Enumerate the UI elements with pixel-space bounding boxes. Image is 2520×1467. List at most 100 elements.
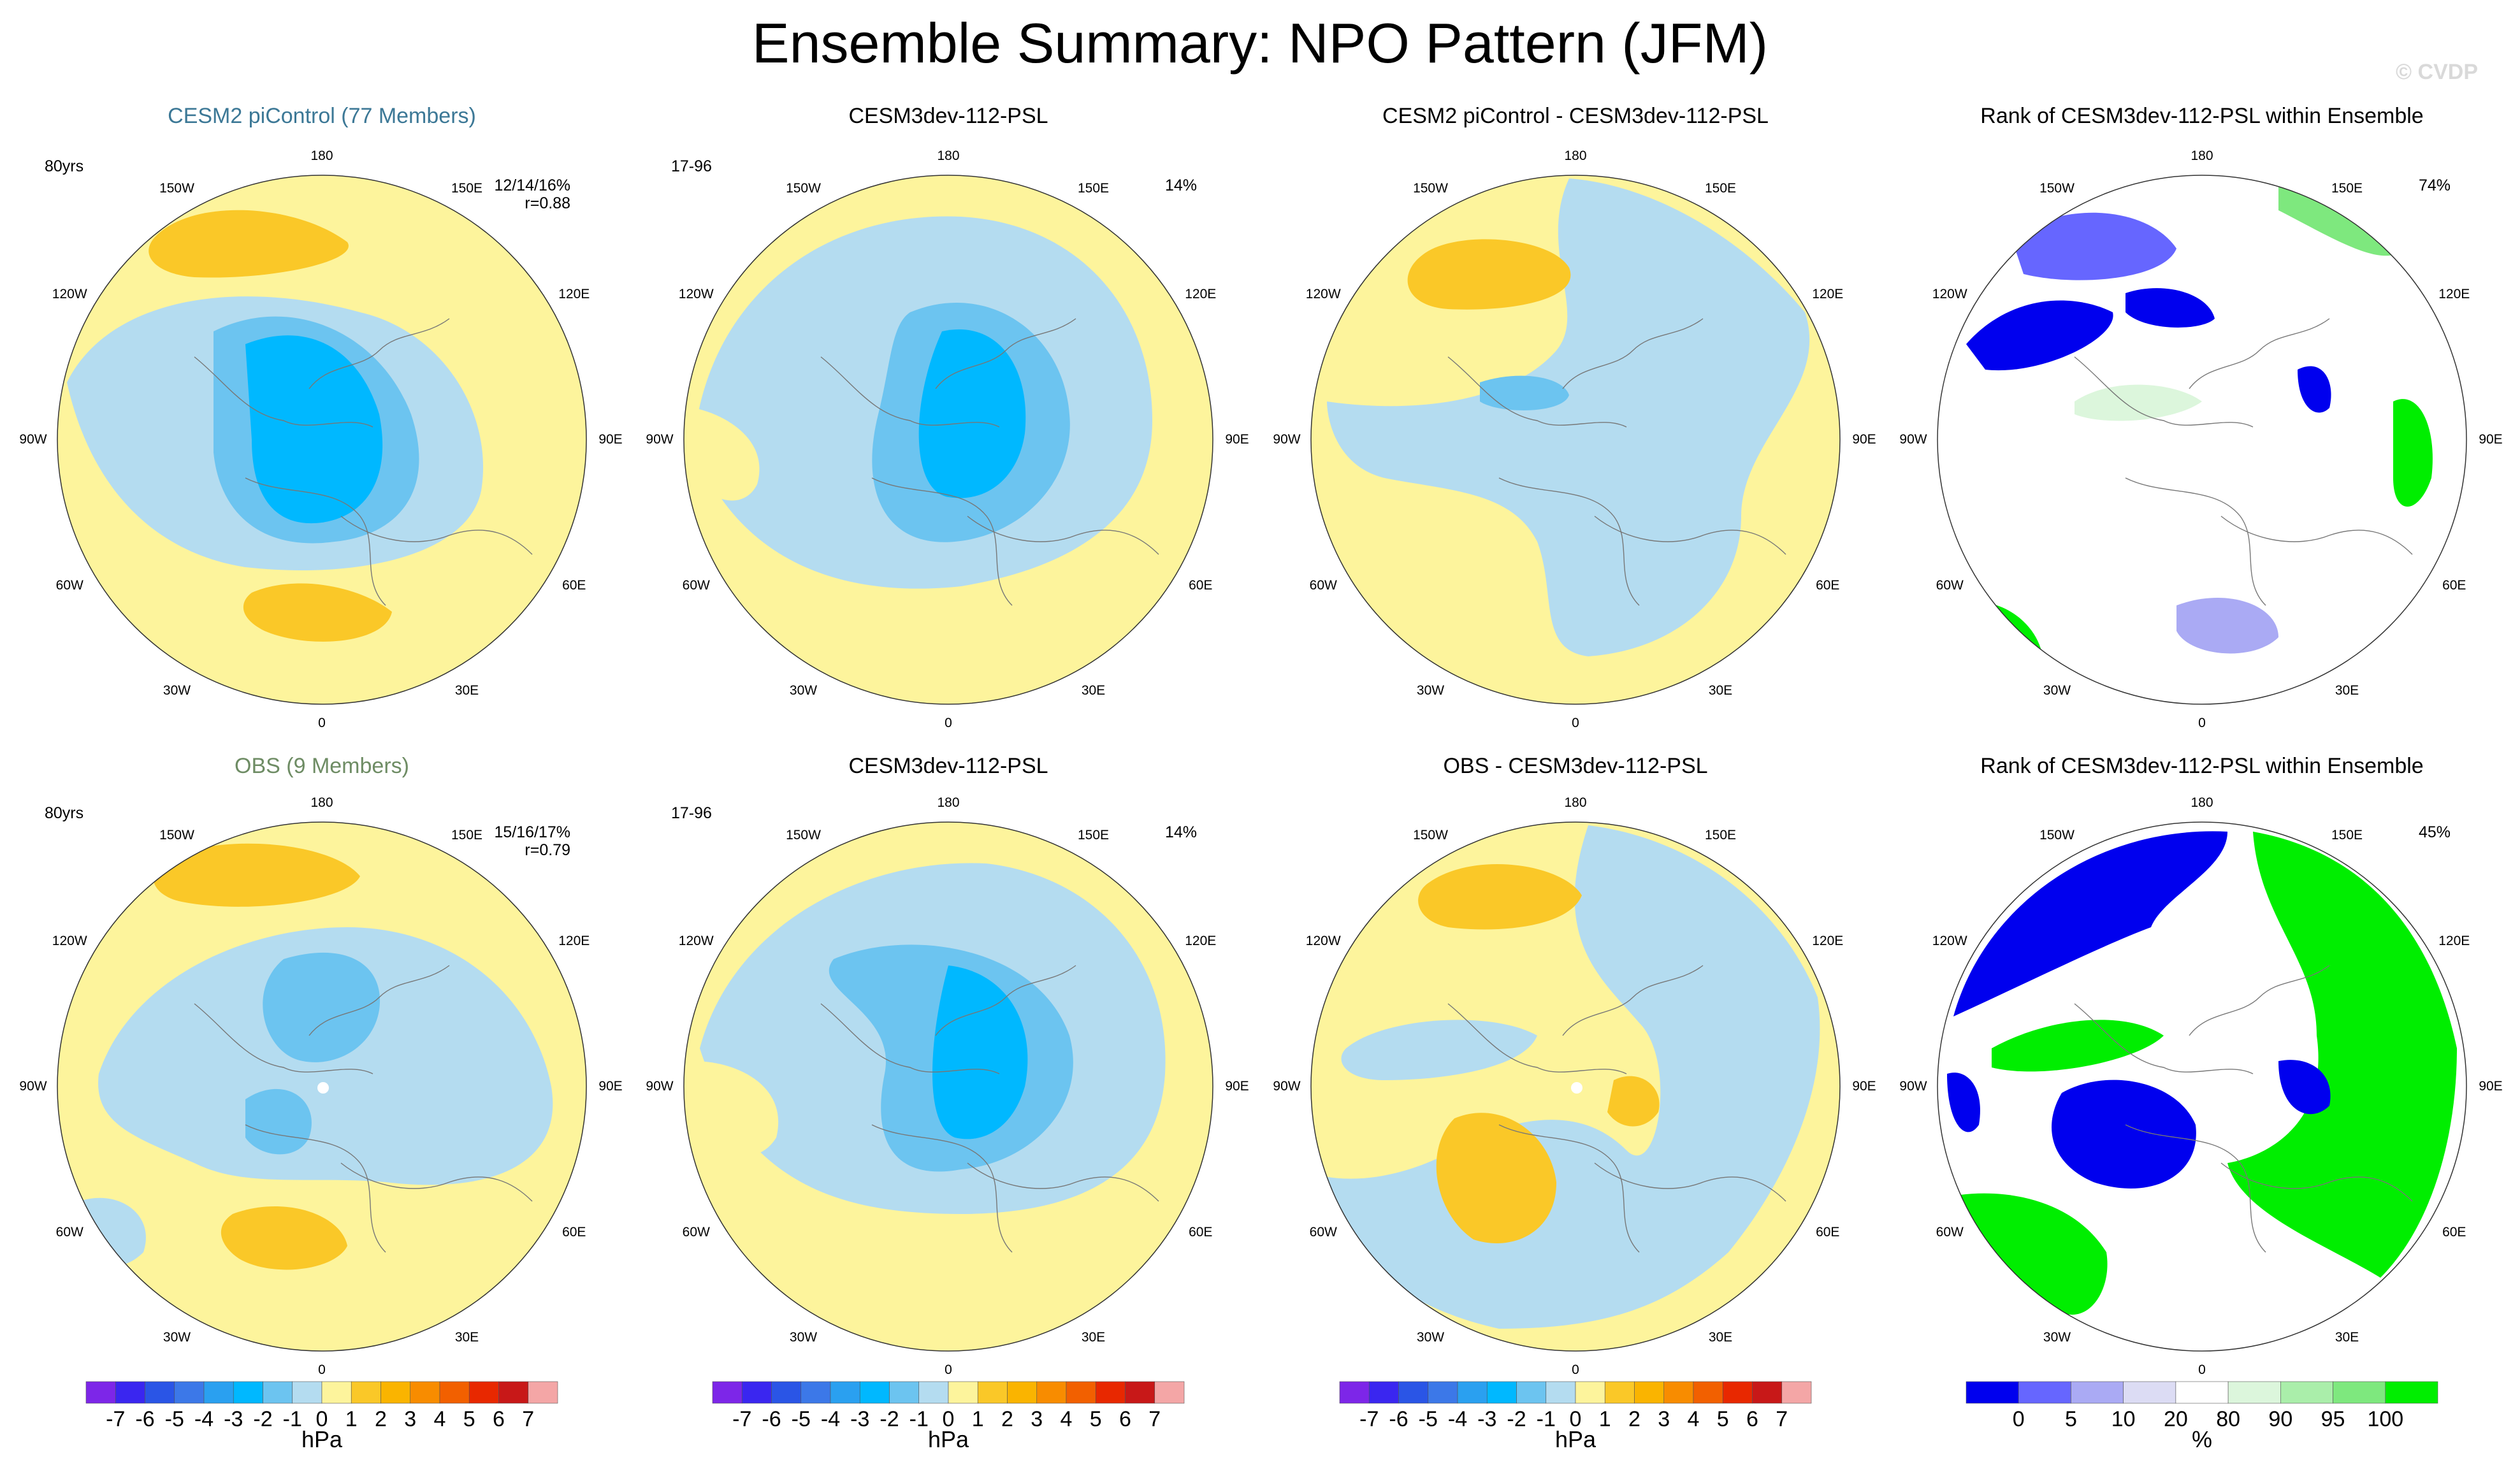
positive-region <box>1418 864 1582 930</box>
longitude-label: 0 <box>945 716 952 730</box>
polar-map <box>1310 821 1841 1352</box>
colorbar-swatch <box>859 1381 890 1404</box>
coastline <box>871 1124 1013 1253</box>
map-border <box>683 175 1213 705</box>
longitude-label: 30E <box>2335 1330 2359 1345</box>
coastline <box>1498 1124 1640 1253</box>
longitude-label: 90E <box>2479 1079 2503 1094</box>
colorbar-tick-label: -5 <box>1419 1407 1438 1431</box>
colorbar-swatch <box>830 1381 860 1404</box>
longitude-label: 90W <box>646 432 674 447</box>
coastline <box>1447 356 1627 428</box>
colorbar-swatch <box>948 1381 978 1404</box>
colorbar-swatch <box>1663 1381 1694 1404</box>
coastline <box>967 1162 1159 1202</box>
percent-label: 74% <box>2418 177 2451 194</box>
longitude-label: 0 <box>1572 1362 1579 1377</box>
years-label: 80yrs <box>45 157 84 175</box>
longitude-label: 60E <box>1189 577 1213 593</box>
coastline <box>820 1003 1000 1074</box>
longitude-label: 30E <box>1708 683 1733 698</box>
map-border <box>57 175 587 705</box>
coastline <box>1594 1162 1786 1202</box>
colorbar-swatch <box>1781 1381 1812 1404</box>
longitude-label: 30E <box>1081 1330 1106 1345</box>
negative-region <box>1480 375 1569 410</box>
colorbar-tick-label: 7 <box>1148 1407 1161 1431</box>
colorbar-tick-label: 6 <box>1746 1407 1758 1431</box>
longitude-label: 180 <box>310 148 333 163</box>
rank-low <box>2176 598 2278 654</box>
colorbar-tick-label: 2 <box>1001 1407 1013 1431</box>
longitude-label: 90E <box>1225 1079 1249 1094</box>
colorbar-tick-label: -4 <box>1448 1407 1467 1431</box>
colorbar-swatch <box>292 1381 322 1404</box>
colorbar-tick-label: -1 <box>283 1407 302 1431</box>
longitude-label: 60W <box>682 1224 710 1239</box>
colorbar-tick-label: -5 <box>792 1407 811 1431</box>
negative-region <box>1341 1020 1537 1080</box>
coastline <box>194 1003 373 1074</box>
map-border <box>683 821 1213 1352</box>
longitude-label: 60E <box>2442 577 2466 593</box>
longitude-label: 30E <box>1081 683 1106 698</box>
colorbar-tick-label: 0 <box>1570 1407 1582 1431</box>
longitude-label: 120W <box>1932 933 1967 948</box>
colorbar-swatch <box>263 1381 293 1404</box>
longitude-label: 120E <box>558 286 590 301</box>
longitude-label: 60E <box>562 1224 586 1239</box>
longitude-label: 150W <box>2039 827 2075 842</box>
colorbar-tick-label: 5 <box>1717 1407 1729 1431</box>
map-border <box>1310 821 1841 1352</box>
colorbar-swatch <box>1339 1381 1370 1404</box>
colorbar-swatch <box>1722 1381 1753 1404</box>
longitude-label: 180 <box>310 795 333 810</box>
rank-high <box>2075 384 2202 421</box>
longitude-label: 0 <box>2198 716 2206 730</box>
colorbar-tick-label: 6 <box>493 1407 505 1431</box>
longitude-label: 150E <box>1704 180 1737 196</box>
coastline <box>340 516 533 555</box>
longitude-label: 120W <box>1932 286 1967 301</box>
pole-marker <box>1571 1082 1582 1094</box>
rank-low <box>2278 1060 2331 1115</box>
longitude-label: 120W <box>52 933 87 948</box>
colorbar-swatch <box>1125 1381 1155 1404</box>
colorbar-tick-label: -2 <box>1507 1407 1526 1431</box>
colorbar-tick-label: -4 <box>821 1407 840 1431</box>
coastline <box>308 965 450 1036</box>
colorbar-swatch <box>1095 1381 1126 1404</box>
longitude-label: 30W <box>1416 1330 1445 1345</box>
colorbar-swatch <box>468 1381 499 1404</box>
longitude-label: 120E <box>558 933 590 948</box>
longitude-label: 150W <box>786 180 821 196</box>
colorbar-tick-label: 3 <box>1658 1407 1670 1431</box>
negative-region <box>1327 178 1810 656</box>
longitude-label: 180 <box>937 148 960 163</box>
colorbar-tick-label: 4 <box>434 1407 446 1431</box>
longitude-label: 150E <box>1704 827 1737 842</box>
positive-region <box>693 408 760 501</box>
colorbar-swatch <box>410 1381 440 1404</box>
map-border <box>57 821 587 1352</box>
colorbar-swatch <box>741 1381 772 1404</box>
positive-region <box>1436 1113 1556 1243</box>
coastline <box>1447 1003 1627 1074</box>
longitude-label: 60W <box>55 1224 83 1239</box>
coastline <box>1498 477 1640 606</box>
correlation-label: r=0.88 <box>525 194 570 212</box>
longitude-label: 90W <box>1273 1079 1301 1094</box>
longitude-label: 90W <box>19 1079 47 1094</box>
longitude-label: 90W <box>19 432 47 447</box>
copyright-text: © CVDP <box>2396 60 2478 84</box>
colorbar-swatch <box>1546 1381 1576 1404</box>
coastline <box>340 1162 533 1202</box>
longitude-label: 90E <box>598 432 623 447</box>
longitude-label: 30E <box>454 1330 479 1345</box>
colorbar-tick-label: 4 <box>1688 1407 1700 1431</box>
negative-region <box>245 335 383 524</box>
colorbar-tick-label: 2 <box>375 1407 387 1431</box>
longitude-label: 0 <box>318 716 326 730</box>
colorbar-swatch <box>2175 1381 2229 1404</box>
colorbar-tick-label: 1 <box>345 1407 358 1431</box>
